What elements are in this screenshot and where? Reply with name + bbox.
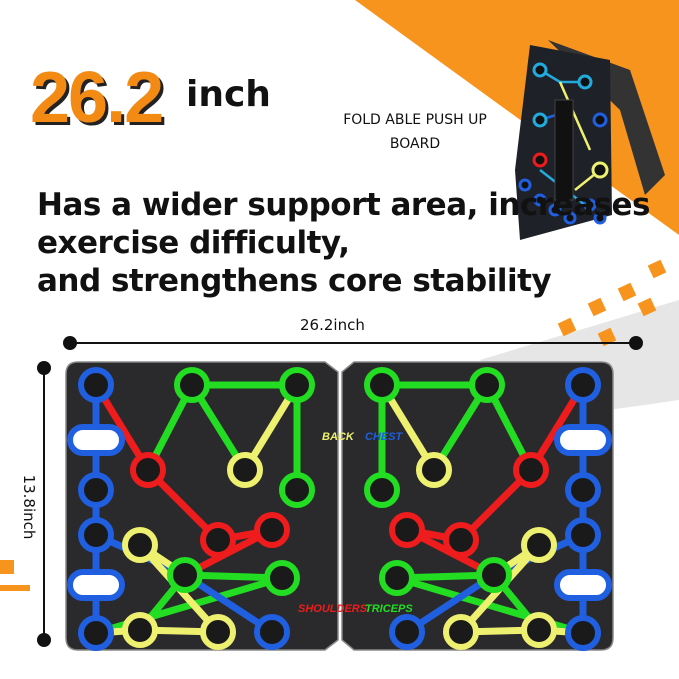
headline-value: 26.2 bbox=[30, 58, 164, 138]
board-hole bbox=[513, 452, 549, 488]
board-hole bbox=[443, 522, 479, 558]
board-hole bbox=[565, 367, 601, 403]
width-label: 26.2inch bbox=[300, 316, 365, 334]
board-hole bbox=[565, 472, 601, 508]
board-hole bbox=[565, 615, 601, 651]
board-hole bbox=[565, 517, 601, 553]
board-hole bbox=[167, 557, 203, 593]
zone-label-back: BACK bbox=[322, 431, 355, 443]
board-hole bbox=[174, 367, 210, 403]
board-hole bbox=[200, 522, 236, 558]
board-hole bbox=[200, 614, 236, 650]
handle-slot bbox=[554, 424, 612, 456]
handle-slot bbox=[67, 424, 125, 456]
board-hole bbox=[469, 367, 505, 403]
board-hole bbox=[416, 452, 452, 488]
zone-label-triceps: TRICEPS bbox=[365, 603, 413, 615]
handle-slot bbox=[67, 569, 125, 601]
board-hole bbox=[122, 612, 158, 648]
board-hole bbox=[389, 614, 425, 650]
board-hole bbox=[379, 560, 415, 596]
board-hole bbox=[264, 560, 300, 596]
board-hole bbox=[364, 472, 400, 508]
description: Has a wider support area, increases exer… bbox=[37, 187, 650, 299]
pushup-board bbox=[65, 361, 614, 651]
height-label: 13.8inch bbox=[20, 474, 38, 540]
board-hole bbox=[521, 612, 557, 648]
zone-label-chest: CHEST bbox=[365, 431, 404, 443]
board-hole bbox=[78, 615, 114, 651]
board-hole bbox=[227, 452, 263, 488]
checker-pattern bbox=[0, 259, 667, 591]
board-hole bbox=[279, 472, 315, 508]
board-hole bbox=[389, 512, 425, 548]
inset-caption: FOLD ABLE PUSH UP BOARD bbox=[343, 112, 487, 152]
board-hole bbox=[130, 452, 166, 488]
board-hole bbox=[122, 527, 158, 563]
board-hole bbox=[254, 512, 290, 548]
handle-slot bbox=[554, 569, 612, 601]
board-hole bbox=[521, 527, 557, 563]
board-hole bbox=[476, 557, 512, 593]
folded-board-image bbox=[515, 40, 665, 240]
headline-unit: inch bbox=[186, 74, 271, 115]
board-hole bbox=[78, 517, 114, 553]
board-hole bbox=[78, 472, 114, 508]
zone-label-shoulders: SHOULDERS bbox=[298, 603, 368, 615]
board-hole bbox=[78, 367, 114, 403]
board-hole bbox=[254, 614, 290, 650]
board-hole bbox=[443, 614, 479, 650]
board-hole bbox=[364, 367, 400, 403]
board-hole bbox=[279, 367, 315, 403]
